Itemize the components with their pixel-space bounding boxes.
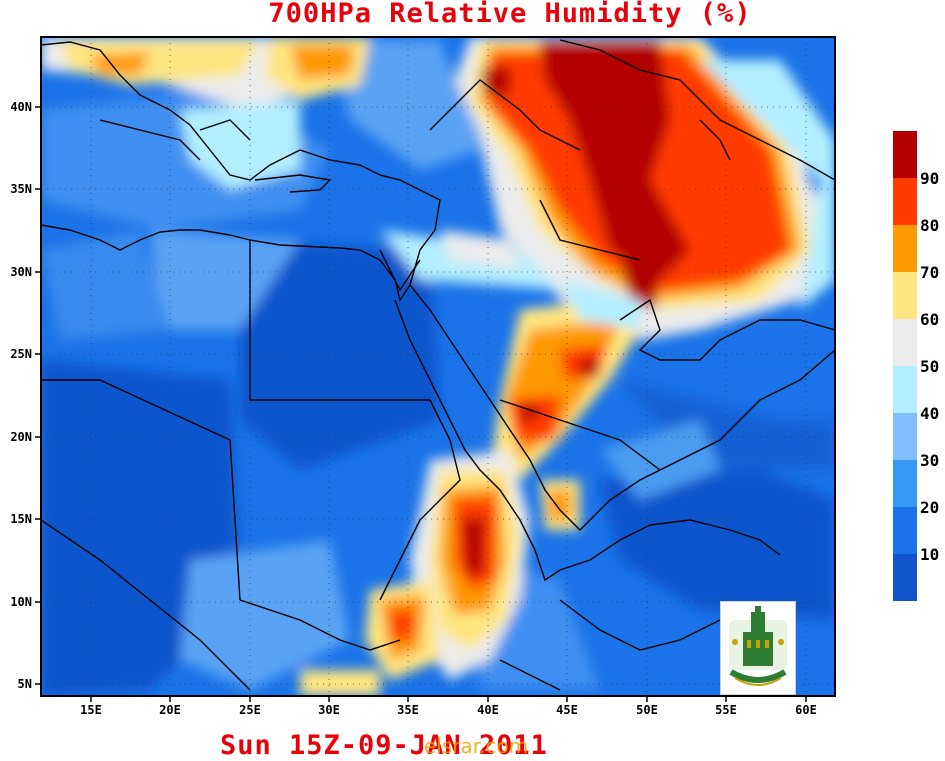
lat-label: 10N [10,595,32,609]
university-logo-icon [720,601,796,695]
lon-label: 55E [715,703,737,717]
colorbar-swatch [893,460,917,507]
watermark: elsrar.com [424,734,529,758]
colorbar-swatch [893,507,917,554]
lon-label: 25E [239,703,261,717]
lon-label: 35E [397,703,419,717]
colorbar: 90 80 70 60 50 40 30 20 10 [893,131,939,601]
lon-label: 15E [80,703,102,717]
axis-ticks [35,106,807,702]
chart-title: 700HPa Relative Humidity (%) [268,0,752,29]
forecast-time: Sun 15Z-09-JAN 2011 [220,730,548,761]
humidity-field [41,37,835,696]
colorbar-label: 80 [920,216,939,235]
map-frame [40,36,836,697]
colorbar-label: 50 [920,357,939,376]
lon-label: 50E [636,703,658,717]
colorbar-swatch [893,319,917,366]
lat-lon-grid [41,37,835,696]
longitude-labels: 15E 20E 25E 30E 35E 40E 45E 50E 55E 60E [80,703,817,717]
colorbar-swatch [893,413,917,460]
colorbar-swatches [893,131,917,601]
colorbar-swatch [893,178,917,225]
lat-label: 25N [10,347,32,361]
lon-label: 60E [795,703,817,717]
colorbar-label: 10 [920,545,939,564]
colorbar-label: 70 [920,263,939,282]
colorbar-label: 20 [920,498,939,517]
lon-label: 20E [159,703,181,717]
lat-label: 20N [10,430,32,444]
colorbar-label: 60 [920,310,939,329]
latitude-labels: 40N 35N 30N 25N 20N 15N 10N 5N [10,100,32,691]
colorbar-label: 90 [920,169,939,188]
lon-label: 45E [556,703,578,717]
lat-label: 30N [10,265,32,279]
lat-label: 35N [10,182,32,196]
colorbar-label: 40 [920,404,939,423]
colorbar-swatch [893,225,917,272]
lat-label: 15N [10,512,32,526]
colorbar-swatch [893,366,917,413]
colorbar-swatch [893,554,917,601]
lon-label: 40E [477,703,499,717]
colorbar-label: 30 [920,451,939,470]
lat-label: 5N [18,677,32,691]
colorbar-swatch [893,131,917,178]
lat-label: 40N [10,100,32,114]
lon-label: 30E [318,703,340,717]
colorbar-swatch [893,272,917,319]
